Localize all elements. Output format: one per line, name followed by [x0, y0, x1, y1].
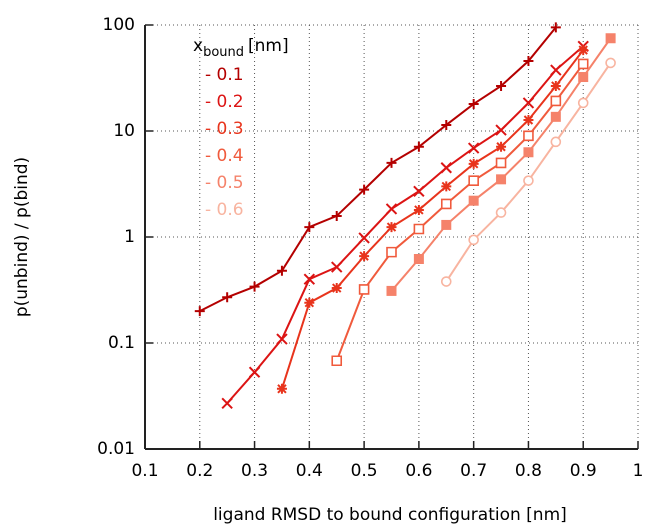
data-point	[496, 141, 507, 152]
data-point	[578, 72, 589, 83]
data-point	[413, 223, 425, 235]
data-point	[440, 198, 452, 210]
data-point	[522, 97, 535, 109]
data-point	[441, 219, 452, 230]
data-point	[495, 124, 507, 136]
data-point	[577, 58, 589, 70]
data-point	[523, 114, 534, 125]
data-point	[550, 22, 561, 33]
series-line	[199, 26, 557, 312]
y-tick-label: 10	[113, 121, 135, 141]
legend-entry: - 0.3	[205, 119, 244, 139]
data-point	[413, 254, 424, 265]
data-point	[386, 285, 397, 296]
y-tick-label: 100	[103, 15, 135, 35]
data-point	[413, 185, 425, 197]
x-tick-label: 0.3	[241, 461, 268, 481]
data-point	[331, 355, 343, 367]
data-point	[496, 174, 507, 185]
data-point	[523, 175, 534, 186]
legend-title-unit: [nm]	[248, 36, 289, 56]
data-point	[386, 222, 397, 233]
data-point	[468, 195, 479, 206]
x-tick-label: 0.1	[131, 461, 158, 481]
data-point	[467, 142, 480, 154]
data-point	[386, 157, 397, 168]
data-point	[359, 184, 370, 195]
data-point	[276, 333, 288, 345]
legend-title: xbound [nm]	[193, 36, 289, 60]
data-point	[440, 276, 452, 287]
x-tick-label: 0.2	[186, 461, 213, 481]
x-axis-label: ligand RMSD to bound configuration [nm]	[213, 505, 567, 525]
x-tick-label: 1	[633, 461, 644, 481]
series-line	[280, 49, 585, 390]
data-point	[222, 292, 233, 303]
legend-entry: - 0.6	[205, 200, 244, 220]
data-point	[468, 175, 479, 186]
data-point	[550, 111, 561, 122]
data-point	[495, 207, 507, 218]
data-point	[468, 234, 479, 246]
data-point	[248, 366, 261, 378]
data-point	[441, 119, 452, 130]
y-axis-label: p(unbind) / p(bind)	[12, 157, 32, 317]
x-tick-label: 0.4	[296, 461, 323, 481]
x-tick-label: 0.5	[351, 461, 378, 481]
data-point	[358, 284, 370, 295]
data-point	[194, 306, 205, 317]
data-point	[441, 181, 452, 192]
data-point	[605, 57, 616, 69]
series-line	[335, 63, 585, 362]
series-line	[226, 45, 584, 404]
legend-entry: - 0.5	[205, 173, 244, 193]
data-point	[496, 80, 507, 91]
data-point	[550, 64, 562, 76]
data-point	[303, 273, 316, 285]
data-point	[276, 265, 287, 276]
y-tick-label: 0.1	[108, 333, 135, 353]
data-point	[221, 397, 233, 409]
legend-entry: - 0.4	[205, 146, 244, 166]
data-point	[523, 147, 534, 158]
data-point	[331, 210, 342, 221]
x-tick-label: 0.7	[460, 461, 487, 481]
data-point	[605, 33, 616, 44]
y-tick-label: 1	[124, 227, 135, 247]
legend-entry: - 0.2	[205, 92, 244, 112]
data-point	[304, 297, 315, 308]
data-point	[523, 56, 534, 67]
data-point	[523, 130, 534, 142]
data-point	[550, 80, 561, 91]
data-point	[331, 283, 342, 294]
legend-title-sub: bound	[203, 45, 244, 60]
data-point	[577, 97, 589, 109]
data-point	[331, 261, 343, 273]
legend-entry: - 0.1	[205, 65, 244, 85]
data-point	[304, 222, 315, 233]
data-point	[468, 158, 479, 169]
y-tick-label: 0.01	[97, 439, 135, 459]
data-point	[413, 141, 424, 152]
data-point	[359, 251, 370, 262]
data-point	[358, 232, 370, 244]
data-point	[550, 95, 562, 107]
x-tick-label: 0.6	[405, 461, 432, 481]
data-point	[413, 204, 424, 215]
data-point	[550, 136, 562, 148]
x-tick-label: 0.9	[570, 461, 597, 481]
data-point	[276, 383, 287, 394]
data-point	[386, 246, 397, 258]
legend-title-main: x	[193, 36, 203, 56]
data-point	[578, 45, 589, 56]
data-point	[249, 281, 260, 292]
data-point	[440, 162, 452, 174]
series-line	[445, 62, 612, 283]
data-point	[468, 98, 479, 109]
x-tick-label: 0.8	[515, 461, 542, 481]
data-point	[385, 203, 398, 215]
data-point	[495, 157, 507, 169]
